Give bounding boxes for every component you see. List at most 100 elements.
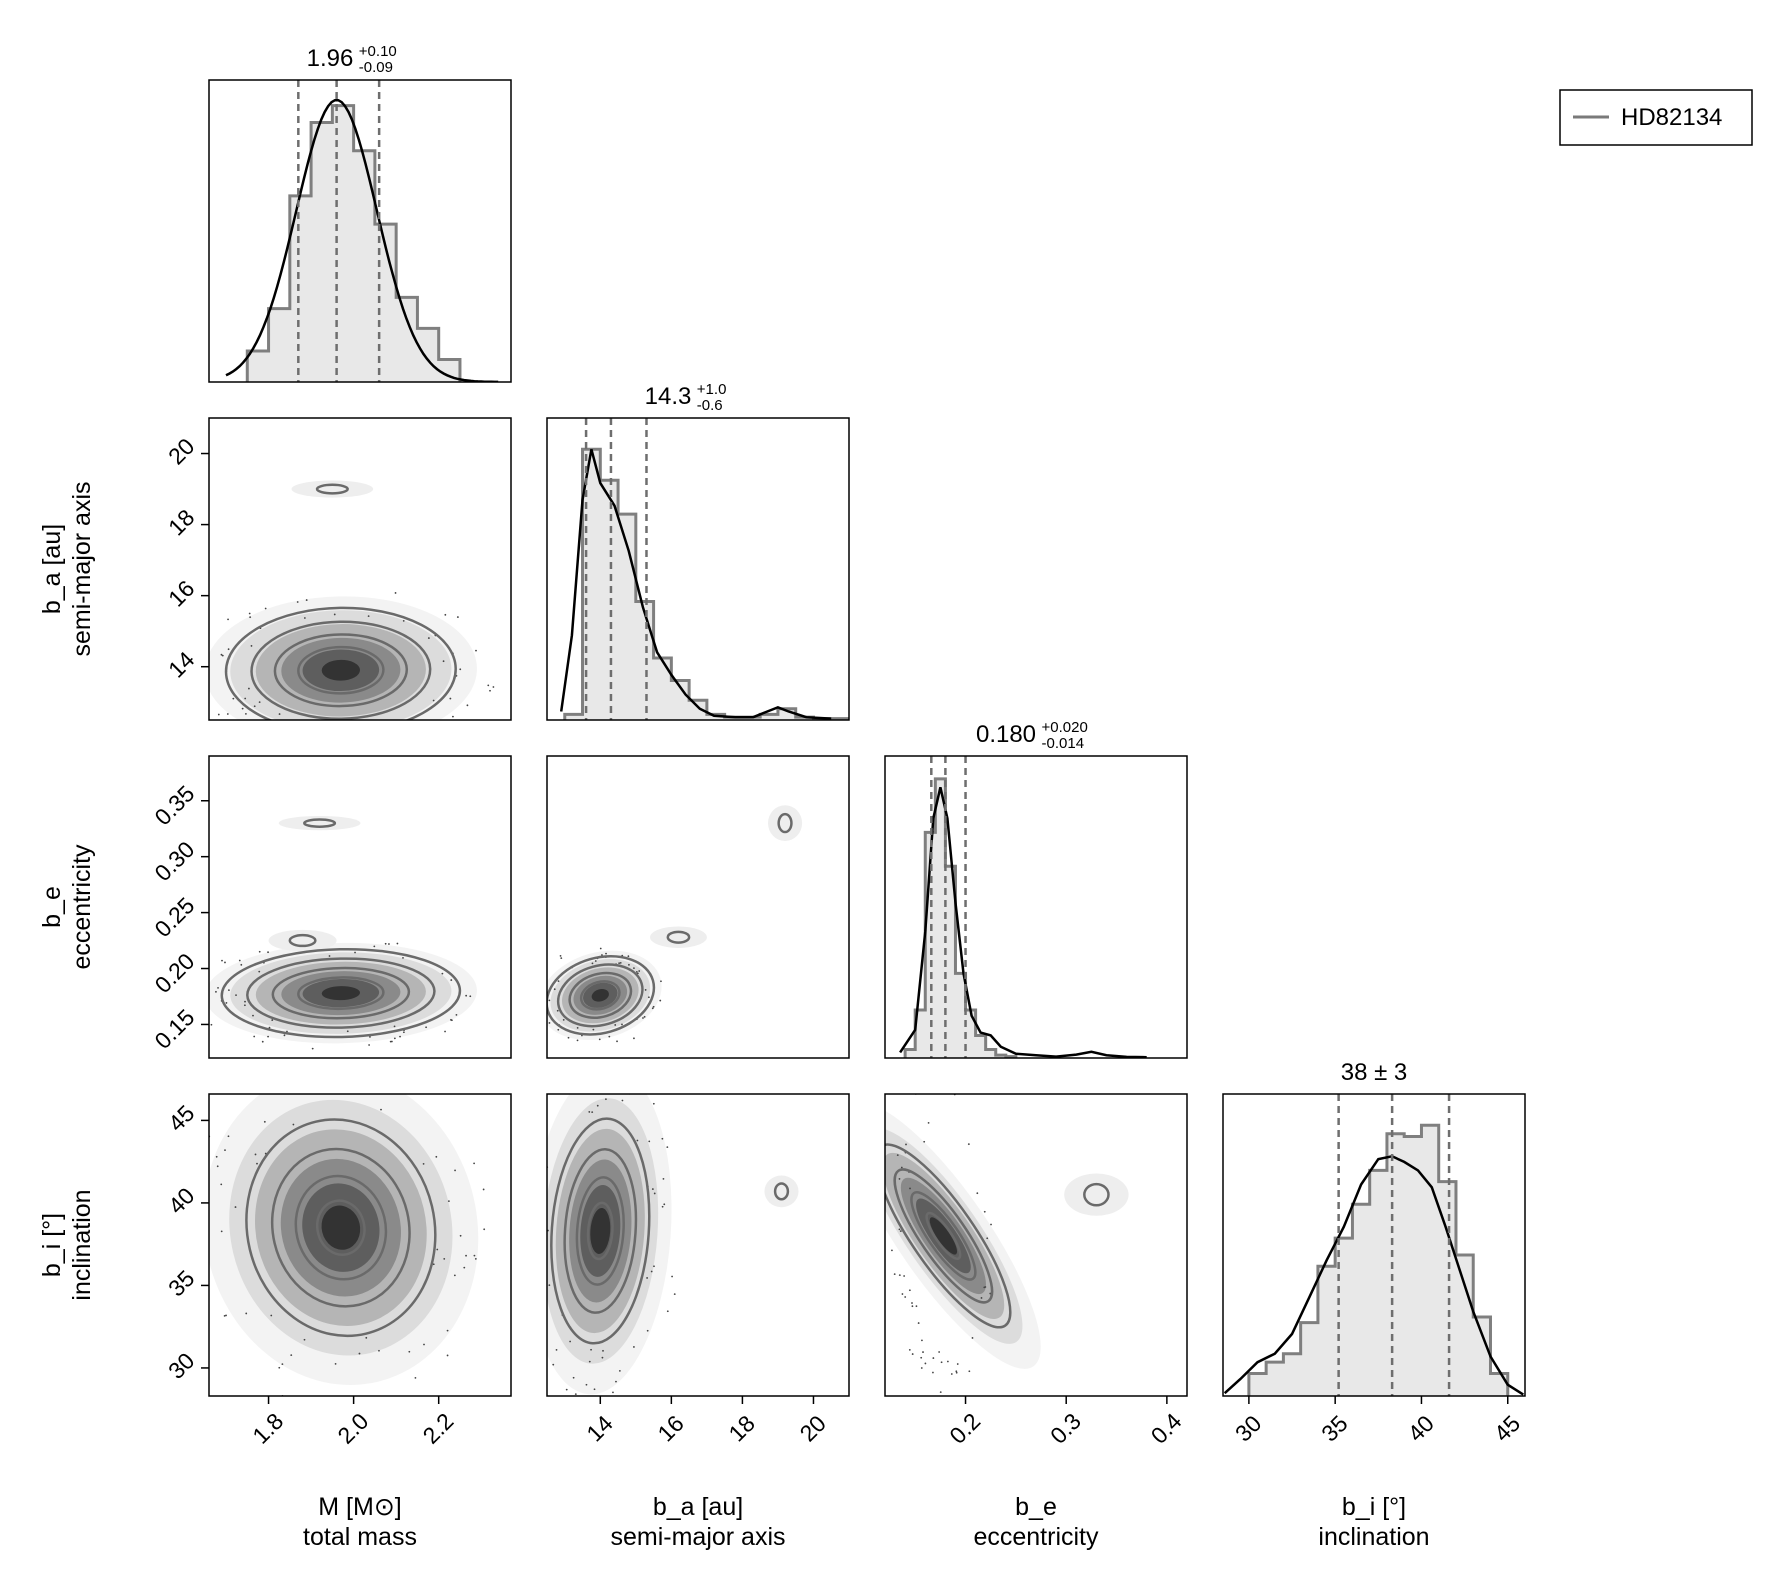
sample-point <box>567 1036 570 1039</box>
sample-point <box>380 1108 382 1111</box>
sample-point <box>642 1017 644 1019</box>
sample-point <box>217 986 219 989</box>
sample-point <box>450 1019 453 1022</box>
sample-point <box>621 1099 624 1102</box>
histogram-edge <box>903 777 1018 1058</box>
sample-point <box>921 1339 923 1342</box>
corner-panels: 1.96 +0.10-0.09 14.3 +1.0-0.6 0.180 +0.020-0.… <box>38 43 1526 1551</box>
sample-point <box>396 942 399 945</box>
sample-point <box>576 1039 579 1042</box>
sample-point <box>555 1348 558 1351</box>
sample-point <box>296 601 299 603</box>
sample-point <box>585 1383 588 1386</box>
sample-point <box>643 1015 646 1018</box>
contour-line <box>556 963 644 1028</box>
sample-point <box>568 1397 570 1399</box>
contour-line <box>273 633 409 708</box>
sample-point <box>659 999 662 1002</box>
contour-line <box>294 1174 388 1281</box>
sample-point <box>601 1356 604 1359</box>
sample-point <box>905 1143 907 1146</box>
x-tick-label: 2.0 <box>332 1408 373 1449</box>
sample-point <box>466 704 469 707</box>
y-axis-b_i: 30 35 40 45 b_i [°] inclination <box>38 1100 209 1384</box>
sample-point <box>924 1397 926 1399</box>
sample-point <box>368 1044 371 1046</box>
sample-point <box>200 977 202 979</box>
sample-point <box>598 1038 601 1041</box>
density-bin <box>767 805 803 842</box>
y-tick-label: 0.20 <box>149 948 199 998</box>
sample-point <box>241 707 244 710</box>
sample-point <box>385 1074 387 1076</box>
contour-line <box>893 1168 994 1304</box>
panel-frame <box>208 417 512 721</box>
sample-point <box>552 1363 555 1366</box>
sample-point <box>633 1346 635 1348</box>
sample-point <box>915 1305 918 1308</box>
x-tick-label: 45 <box>1489 1410 1525 1446</box>
sample-point <box>956 1363 959 1365</box>
sample-point <box>323 732 325 734</box>
sample-point <box>303 617 306 619</box>
sample-point <box>932 1357 935 1359</box>
sample-point <box>898 1178 901 1180</box>
sample-point <box>661 1205 664 1208</box>
density-bin <box>321 659 360 681</box>
sample-point <box>278 713 281 715</box>
histogram-fill <box>564 449 849 720</box>
sample-point <box>328 955 331 957</box>
density-bin <box>590 1207 611 1254</box>
sample-point <box>556 1009 559 1012</box>
sample-point <box>651 1188 654 1190</box>
contour-line <box>885 1143 1012 1329</box>
sample-point <box>268 1026 271 1029</box>
sample-point <box>666 1310 669 1313</box>
sample-point <box>235 994 237 997</box>
sample-point <box>605 1098 607 1101</box>
sample-point <box>263 1120 266 1123</box>
sample-point <box>671 1275 673 1278</box>
sample-point <box>365 1336 368 1339</box>
sample-point <box>444 1030 446 1033</box>
panel-frame <box>546 1093 850 1397</box>
sample-point <box>215 990 217 993</box>
sample-point <box>524 1227 526 1229</box>
summary-plus: +0.020 <box>1042 719 1088 736</box>
sample-point <box>331 1071 333 1073</box>
sample-point <box>459 1234 462 1237</box>
sample-point <box>443 1258 446 1260</box>
sample-point <box>311 1047 314 1050</box>
sample-point <box>986 1237 989 1240</box>
sample-point <box>920 1367 923 1369</box>
x-axis-label: b_a [au] <box>653 1493 743 1521</box>
sample-point <box>290 1354 293 1357</box>
sample-point <box>452 715 454 718</box>
kde-curve <box>225 98 499 382</box>
sample-point <box>612 1089 614 1091</box>
sample-point <box>951 1399 953 1401</box>
sample-point <box>932 1089 934 1091</box>
sample-point <box>227 648 230 651</box>
sample-point <box>971 1337 974 1339</box>
y-tick-label: 0.30 <box>149 836 199 886</box>
density-bin <box>321 986 360 1001</box>
sample-point <box>391 1040 393 1043</box>
sample-point <box>489 689 491 692</box>
sample-point <box>636 1139 639 1142</box>
sample-point <box>911 1353 914 1355</box>
sample-point <box>576 1026 579 1029</box>
sample-point <box>534 979 536 981</box>
sample-point <box>223 1314 226 1317</box>
sample-point <box>333 613 336 616</box>
contour-line <box>315 1199 366 1256</box>
sample-point <box>393 1025 396 1028</box>
sample-point <box>653 1265 655 1268</box>
density-bin <box>278 815 361 831</box>
sample-point <box>673 1293 676 1296</box>
sample-point <box>565 1388 568 1391</box>
y-axis-sublabel: inclination <box>68 1189 96 1300</box>
sample-point <box>955 1370 958 1373</box>
density-layer <box>200 815 477 1050</box>
sample-point <box>245 712 247 715</box>
